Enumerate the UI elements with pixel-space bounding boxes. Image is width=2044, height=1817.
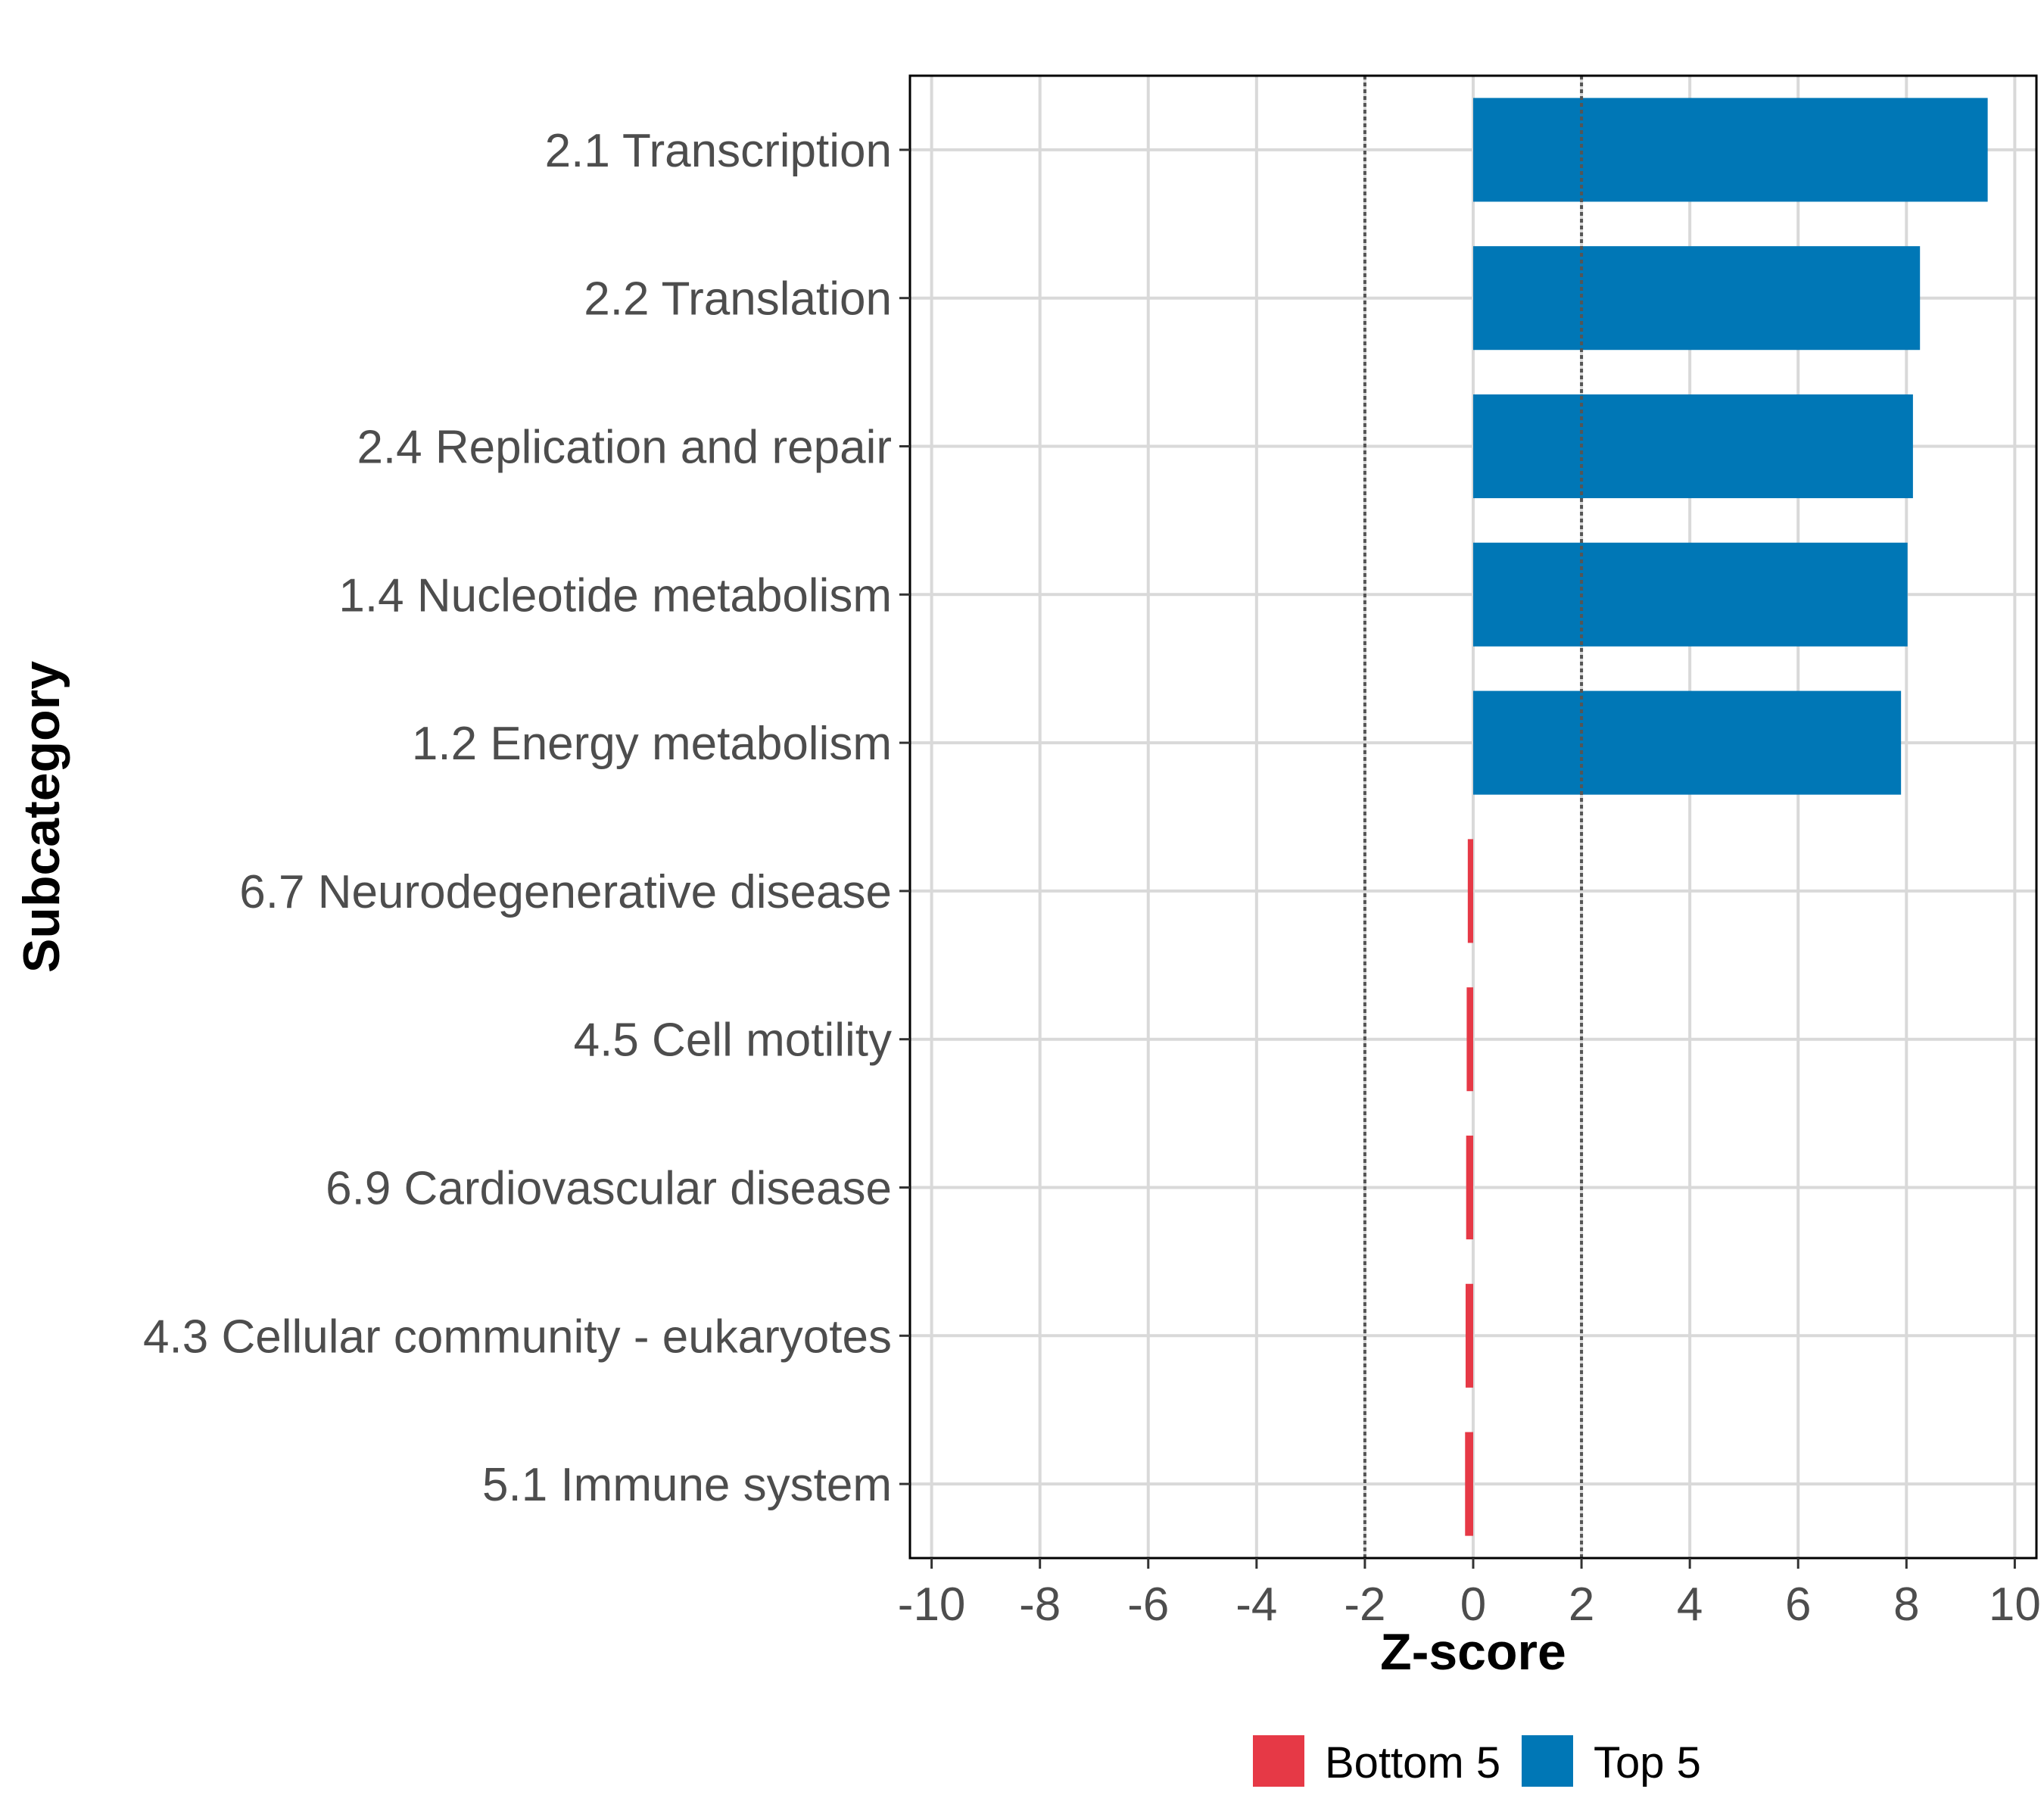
category-label: 6.7 Neurodegenerative disease: [239, 866, 892, 918]
y-axis-title: Subcategory: [13, 661, 70, 973]
bar-6: [1467, 839, 1473, 943]
legend-label-top-5: Top 5: [1594, 1738, 1701, 1787]
bar-3: [1473, 394, 1913, 499]
x-tick-label: -10: [898, 1579, 966, 1631]
category-label: 2.2 Translation: [584, 273, 892, 326]
x-tick-label: -6: [1127, 1579, 1169, 1631]
category-label: 5.1 Immune system: [482, 1459, 892, 1511]
bar-5: [1473, 690, 1902, 795]
x-tick-label: 6: [1785, 1579, 1811, 1631]
bar-9: [1465, 1283, 1473, 1388]
bar-8: [1466, 1135, 1473, 1240]
bar-4: [1473, 542, 1908, 647]
category-label: 6.9 Cardiovascular disease: [326, 1163, 892, 1215]
legend-swatch-bottom-5: [1253, 1735, 1304, 1787]
category-label: 4.5 Cell motility: [574, 1014, 892, 1067]
bar-1: [1473, 98, 1988, 202]
bar-10: [1465, 1432, 1473, 1536]
legend-swatch-top-5: [1522, 1735, 1573, 1787]
legend-label-bottom-5: Bottom 5: [1325, 1738, 1500, 1787]
x-tick-label: -8: [1019, 1579, 1061, 1631]
x-tick-label: 4: [1677, 1579, 1703, 1631]
bar-2: [1473, 246, 1921, 351]
x-axis-title: Z-score: [1380, 1623, 1566, 1681]
bar-layer: [1465, 98, 1988, 1536]
category-label: 2.4 Replication and repair: [357, 422, 892, 474]
category-label: 1.2 Energy metabolism: [412, 718, 892, 770]
x-tick-label: 8: [1893, 1579, 1919, 1631]
x-tick-label: 0: [1460, 1579, 1486, 1631]
bar-7: [1466, 987, 1473, 1092]
x-tick-label: -2: [1344, 1579, 1385, 1631]
category-label: 1.4 Nucleotide metabolism: [338, 569, 892, 622]
x-tick-label: -4: [1235, 1579, 1277, 1631]
category-label: 2.1 Transcription: [545, 125, 892, 177]
x-tick-label: 2: [1569, 1579, 1594, 1631]
legend: Bottom 5 Top 5: [1253, 1735, 1701, 1787]
label-layer: -10 -8 -6 -4 -2 0 2 4 6 8 10 2.1 Transcription 2.2 T…: [143, 125, 2041, 1631]
reference-line-layer: [1363, 76, 1584, 1558]
tick-layer: [899, 148, 2016, 1569]
category-label: 4.3 Cellular community - eukaryotes: [143, 1311, 892, 1363]
x-tick-label: 10: [1989, 1579, 2041, 1631]
